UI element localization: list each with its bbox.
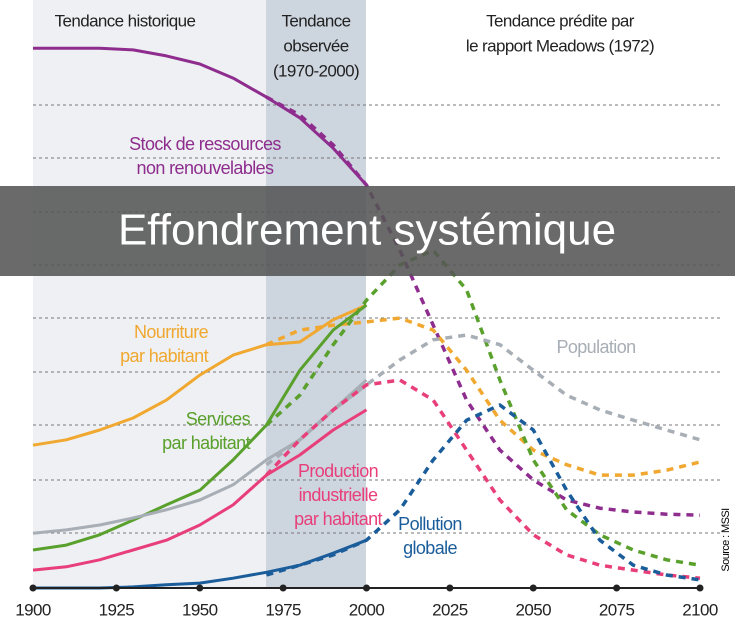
x-tick xyxy=(446,584,454,592)
x-tick-label: 2050 xyxy=(516,600,552,619)
observed-line xyxy=(32,378,368,535)
series-label: par habitant xyxy=(162,433,250,453)
predicted-line xyxy=(265,95,701,517)
x-tick-label: 1900 xyxy=(15,600,51,619)
source: Source : MSSI xyxy=(720,508,732,572)
x-tick xyxy=(112,584,120,592)
series-label: par habitant xyxy=(120,346,208,366)
x-tick-label: 2075 xyxy=(599,600,635,619)
region-label: le rapport Meadows (1972) xyxy=(466,36,654,55)
historical-region xyxy=(33,0,266,588)
series-label: industrielle xyxy=(299,485,378,505)
x-tick-label: 2025 xyxy=(432,600,468,619)
series-label: Pollution xyxy=(398,514,462,534)
series-label: par habitant xyxy=(294,509,382,529)
series-label: Population xyxy=(556,337,635,357)
x-tick xyxy=(529,584,537,592)
x-tick-label: 2100 xyxy=(682,600,718,619)
x-tick xyxy=(279,584,287,592)
x-tick-label: 1975 xyxy=(265,600,301,619)
region-label: (1970-2000) xyxy=(273,61,359,80)
series-label: Services xyxy=(186,409,251,429)
observed-line xyxy=(32,303,368,552)
x-tick-label: 2000 xyxy=(349,600,385,619)
series-label: globale xyxy=(403,538,457,558)
banner-background xyxy=(0,186,735,276)
x-tick xyxy=(363,584,370,592)
series-label: Production xyxy=(298,461,378,481)
region-label: Tendance historique xyxy=(55,11,196,30)
x-tick-label: 1950 xyxy=(182,600,218,619)
x-tick-label: 1925 xyxy=(99,600,135,619)
series-label: Stock de ressources xyxy=(129,134,281,154)
series-label: non renouvelables xyxy=(137,158,275,178)
banner: Effondrement systémique xyxy=(118,206,616,255)
region-label: observée xyxy=(283,36,348,55)
observed-region xyxy=(266,0,366,588)
plot xyxy=(32,46,701,590)
x-tick xyxy=(613,584,621,592)
x-tick xyxy=(696,584,704,592)
region-label: Tendance xyxy=(282,11,351,30)
observed-line xyxy=(33,46,368,187)
region-label: Tendance prédite par xyxy=(486,11,635,30)
observed-line xyxy=(32,408,368,572)
x-tick xyxy=(29,584,37,592)
x-tick xyxy=(196,584,204,592)
observed-line xyxy=(32,303,368,447)
predicted-line xyxy=(265,248,701,567)
series-label: Nourriture xyxy=(134,322,209,342)
